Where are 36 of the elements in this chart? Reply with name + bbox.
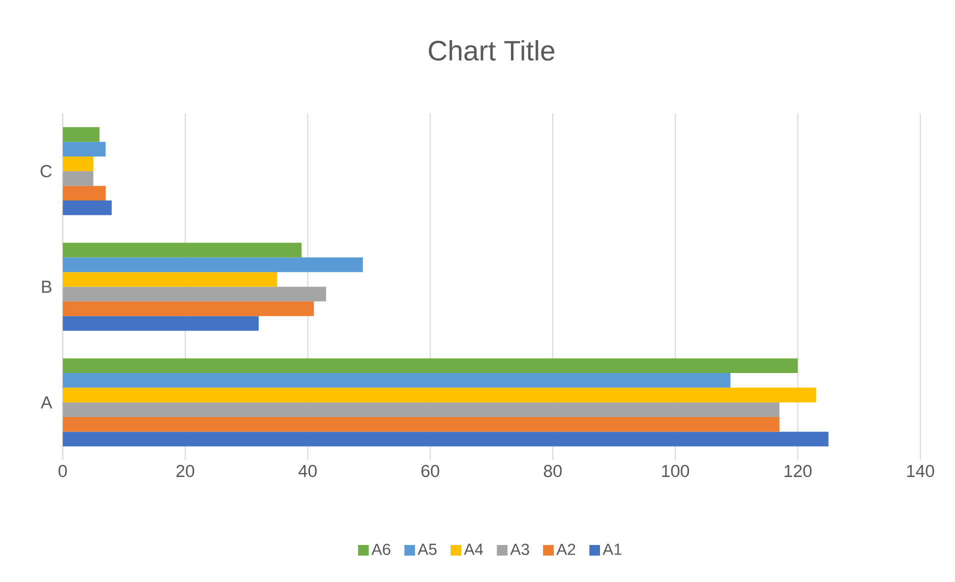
bar — [62, 127, 100, 142]
legend-label: A5 — [418, 544, 437, 556]
y-tick-label: B — [42, 281, 52, 293]
x-tick-label: 40 — [298, 465, 317, 478]
bar — [62, 171, 94, 186]
y-tick-label: A — [40, 396, 52, 409]
legend-label: A3 — [510, 544, 530, 556]
bar — [62, 432, 828, 447]
bar — [62, 186, 106, 201]
bar — [62, 316, 259, 332]
bar — [62, 242, 302, 258]
x-tick-label: 0 — [58, 465, 67, 478]
bar — [62, 272, 278, 287]
bar — [62, 156, 94, 172]
bar — [62, 358, 798, 374]
x-tick-label: 140 — [907, 465, 934, 478]
bar — [62, 302, 314, 316]
legend-label: A6 — [371, 544, 390, 556]
x-tick-label: 20 — [176, 465, 194, 478]
legend-label: A2 — [556, 544, 576, 556]
legend-label: A1 — [602, 544, 622, 556]
bar — [62, 417, 780, 432]
bar — [62, 286, 326, 302]
x-tick-label: 100 — [662, 465, 690, 478]
bar — [62, 402, 780, 418]
x-tick-label: 80 — [544, 465, 562, 478]
bar — [62, 373, 730, 388]
bar — [62, 200, 112, 216]
x-tick-label: 60 — [421, 465, 440, 478]
chart-title: Chart Title — [428, 40, 554, 61]
x-tick-label: 120 — [784, 465, 812, 478]
bar — [62, 258, 363, 272]
legend-label: A4 — [464, 544, 484, 556]
y-tick-label: C — [40, 165, 52, 178]
bar — [62, 142, 106, 157]
bar — [62, 388, 816, 403]
